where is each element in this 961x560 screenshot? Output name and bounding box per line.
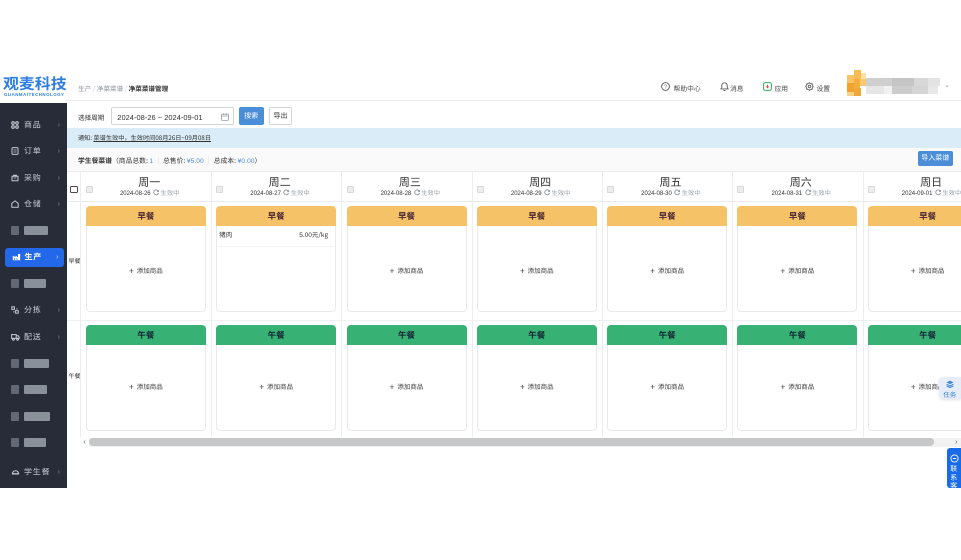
svg-text:?: ? [663, 84, 666, 90]
